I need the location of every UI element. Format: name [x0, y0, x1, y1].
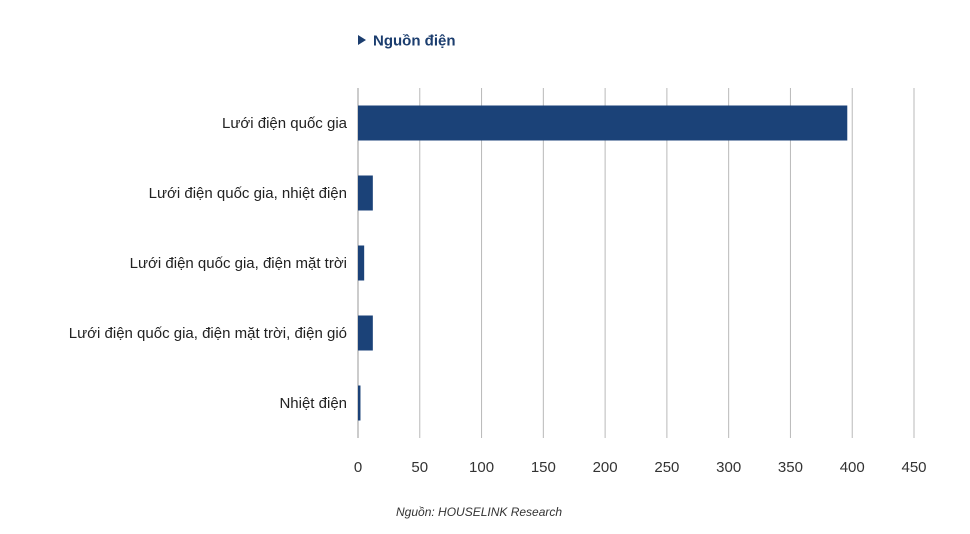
gridlines — [357, 88, 915, 438]
x-tick-label: 200 — [593, 459, 618, 476]
x-tick-label: 100 — [469, 459, 494, 476]
title-marker-icon — [358, 35, 366, 45]
category-label: Lưới điện quốc gia, điện mặt trời, điện … — [69, 325, 347, 342]
category-label: Lưới điện quốc gia, điện mặt trời — [130, 255, 347, 272]
bar — [358, 315, 373, 351]
x-tick-label: 50 — [411, 459, 428, 476]
x-tick-label: 400 — [840, 459, 865, 476]
x-tick-label: 300 — [716, 459, 741, 476]
x-tick-label: 0 — [354, 459, 362, 476]
x-tick-label: 350 — [778, 459, 803, 476]
bar — [358, 175, 373, 211]
bar — [358, 105, 848, 141]
chart-title: Nguồn điện — [373, 33, 456, 50]
category-label: Lưới điện quốc gia — [222, 115, 348, 132]
category-labels: Lưới điện quốc gia Lưới điện quốc gia, nh… — [69, 115, 348, 412]
bar — [358, 245, 365, 281]
category-label: Lưới điện quốc gia, nhiệt điện — [149, 185, 347, 202]
x-tick-label: 450 — [901, 459, 926, 476]
source-note: Nguồn: HOUSELINK Research — [396, 505, 562, 519]
chart-title-group: Nguồn điện — [358, 33, 456, 50]
x-tick-label: 250 — [654, 459, 679, 476]
x-axis-tick-labels: 0 50 100 150 200 250 300 350 400 450 — [354, 459, 927, 476]
category-label: Nhiệt điện — [279, 395, 347, 412]
bar — [358, 385, 361, 421]
x-tick-label: 150 — [531, 459, 556, 476]
bars — [358, 105, 848, 421]
